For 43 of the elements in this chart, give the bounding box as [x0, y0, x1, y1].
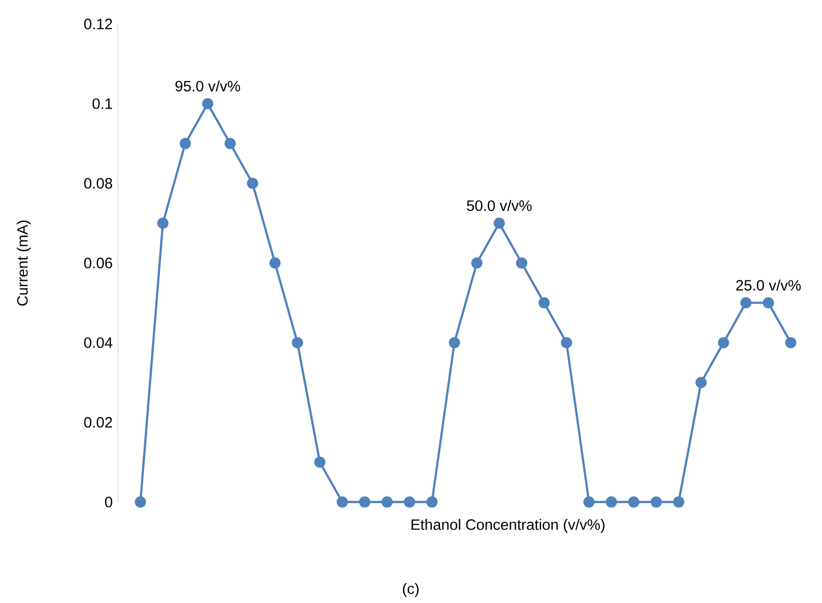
point: [628, 496, 640, 508]
annotation: 95.0 v/v%: [175, 80, 240, 92]
point: [382, 496, 393, 508]
point: [246, 178, 258, 189]
y-tick-label: 0.04: [84, 337, 112, 348]
y-tick-label: 0.02: [84, 417, 112, 428]
point: [762, 297, 774, 308]
point: [202, 98, 214, 110]
y-tick-label: 0.1: [92, 98, 112, 109]
point: [404, 496, 416, 508]
point: [359, 496, 370, 508]
annotation: 50.0 v/v%: [466, 200, 532, 211]
point: [494, 218, 505, 229]
point: [269, 257, 281, 269]
annotation: 25.0 v/v%: [736, 280, 801, 291]
y-axis-title: Current (mA): [16, 220, 31, 306]
point: [180, 138, 191, 150]
point: [583, 496, 595, 508]
point: [606, 496, 617, 508]
y-tick-label: 0.08: [84, 178, 112, 189]
point: [785, 337, 796, 348]
point: [695, 376, 707, 388]
point: [650, 496, 662, 508]
point: [538, 297, 550, 308]
point: [673, 496, 684, 508]
point: [157, 218, 168, 229]
y-tick-label: 0.06: [84, 258, 112, 268]
point: [314, 456, 326, 468]
point: [560, 337, 572, 348]
point: [292, 337, 304, 348]
point: [224, 138, 236, 150]
point: [718, 337, 730, 348]
point: [471, 257, 482, 269]
y-tick-label: 0: [105, 496, 112, 508]
point: [134, 496, 146, 508]
y-tick-label: 0.12: [84, 18, 112, 30]
point: [426, 496, 438, 508]
text: (c): [402, 582, 419, 597]
point: [448, 337, 460, 348]
point: [740, 297, 752, 308]
x-axis-title: Ethanol Concentration (v/v%): [412, 518, 604, 533]
point: [516, 257, 528, 269]
point: [336, 496, 348, 508]
